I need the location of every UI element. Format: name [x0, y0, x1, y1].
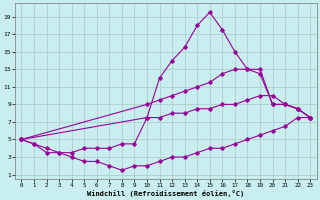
X-axis label: Windchill (Refroidissement éolien,°C): Windchill (Refroidissement éolien,°C): [87, 190, 244, 197]
